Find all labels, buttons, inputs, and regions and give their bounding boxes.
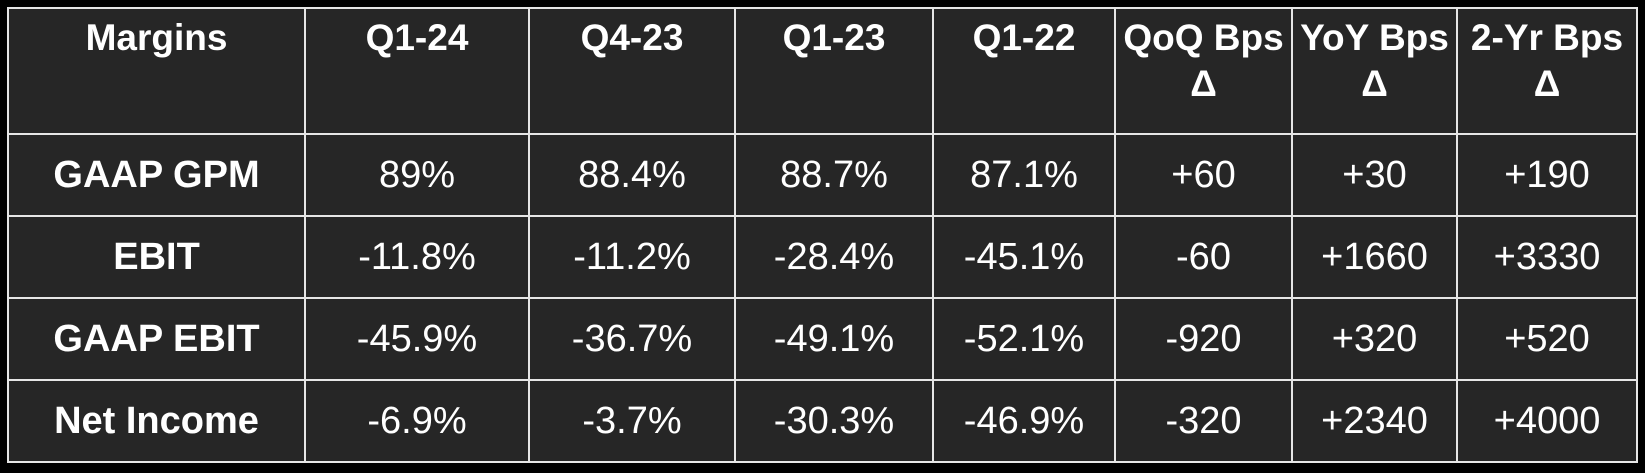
cell: -46.9% xyxy=(932,379,1116,463)
cell: +190 xyxy=(1456,133,1638,217)
cell: -11.2% xyxy=(528,215,736,299)
cell: -30.3% xyxy=(734,379,934,463)
cell: -6.9% xyxy=(304,379,530,463)
cell: +60 xyxy=(1114,133,1293,217)
header-row: Margins Q1-24 Q4-23 Q1-23 Q1-22 QoQ Bps Δ YoY … xyxy=(7,7,1638,135)
table-body: GAAP GPM 89% 88.4% 88.7% 87.1% +60 +30 +190 EBIT… xyxy=(7,133,1638,463)
cell: -52.1% xyxy=(932,297,1116,381)
cell: -45.1% xyxy=(932,215,1116,299)
header-cell: Q1-22 xyxy=(932,7,1116,135)
cell: +520 xyxy=(1456,297,1638,381)
table-row: EBIT -11.8% -11.2% -28.4% -45.1% -60 +1660 +333… xyxy=(7,215,1638,299)
cell: 87.1% xyxy=(932,133,1116,217)
header-cell: QoQ Bps Δ xyxy=(1114,7,1293,135)
cell: +2340 xyxy=(1291,379,1458,463)
cell: 88.4% xyxy=(528,133,736,217)
header-cell: Q1-24 xyxy=(304,7,530,135)
header-cell: 2-Yr Bps Δ xyxy=(1456,7,1638,135)
cell: -36.7% xyxy=(528,297,736,381)
table-row: Net Income -6.9% -3.7% -30.3% -46.9% -320 +234… xyxy=(7,379,1638,463)
header-cell: Q4-23 xyxy=(528,7,736,135)
table-row: GAAP GPM 89% 88.4% 88.7% 87.1% +60 +30 +190 xyxy=(7,133,1638,217)
cell: 88.7% xyxy=(734,133,934,217)
header-cell: YoY Bps Δ xyxy=(1291,7,1458,135)
cell: 89% xyxy=(304,133,530,217)
row-label: EBIT xyxy=(7,215,306,299)
header-cell: Margins xyxy=(7,7,306,135)
cell: +3330 xyxy=(1456,215,1638,299)
cell: +1660 xyxy=(1291,215,1458,299)
header-cell: Q1-23 xyxy=(734,7,934,135)
cell: -3.7% xyxy=(528,379,736,463)
margins-table: Margins Q1-24 Q4-23 Q1-23 Q1-22 QoQ Bps Δ YoY … xyxy=(7,7,1638,463)
cell: -45.9% xyxy=(304,297,530,381)
cell: +4000 xyxy=(1456,379,1638,463)
cell: -320 xyxy=(1114,379,1293,463)
cell: -49.1% xyxy=(734,297,934,381)
row-label: Net Income xyxy=(7,379,306,463)
cell: +320 xyxy=(1291,297,1458,381)
table-row: GAAP EBIT -45.9% -36.7% -49.1% -52.1% -920 +32… xyxy=(7,297,1638,381)
cell: -920 xyxy=(1114,297,1293,381)
row-label: GAAP EBIT xyxy=(7,297,306,381)
row-label: GAAP GPM xyxy=(7,133,306,217)
cell: -60 xyxy=(1114,215,1293,299)
cell: +30 xyxy=(1291,133,1458,217)
cell: -11.8% xyxy=(304,215,530,299)
cell: -28.4% xyxy=(734,215,934,299)
